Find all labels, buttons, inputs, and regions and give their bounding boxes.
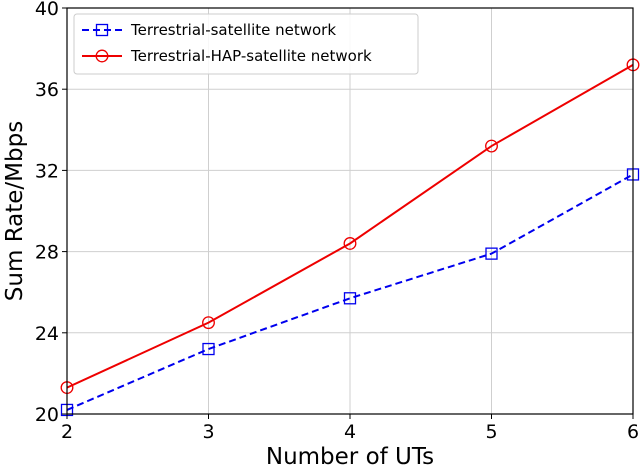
terrestrial-hap-satellite-point	[343, 237, 357, 250]
axis-ticks: 2 3 4 5 6 20 24 28 32 36 40	[35, 0, 639, 443]
terrestrial-satellite-point	[202, 342, 215, 356]
y-axis-title: Sum Rate/Mbps	[2, 121, 28, 301]
x-tick-label: 3	[202, 421, 214, 443]
legend: Terrestrial-satellite network Terrestrial…	[73, 13, 419, 75]
y-tick-label: 24	[35, 323, 59, 345]
legend-terrestrial-hap-satellite-marker	[95, 49, 109, 63]
y-tick-label: 20	[35, 404, 59, 426]
terrestrial-hap-satellite-point	[485, 139, 498, 153]
x-tick-label: 4	[344, 421, 356, 443]
legend-terrestrial-satellite-marker	[95, 23, 109, 37]
x-tick-label: 2	[61, 421, 73, 443]
terrestrial-hap-satellite-point	[202, 316, 215, 330]
legend-box	[73, 13, 419, 75]
x-tick-label: 5	[485, 421, 497, 443]
legend-terrestrial-hap-satellite-label: Terrestrial-HAP-satellite network	[130, 47, 372, 65]
terrestrial-satellite-point	[343, 292, 357, 305]
terrestrial-hap-satellite-line	[66, 63, 634, 389]
terrestrial-satellite-line	[66, 173, 634, 411]
x-tick-label: 6	[627, 421, 639, 443]
x-axis-title: Number of UTs	[266, 444, 434, 469]
y-tick-label: 40	[35, 0, 59, 20]
y-tick-label: 28	[35, 242, 59, 264]
y-tick-label: 32	[35, 160, 59, 182]
terrestrial-satellite-point	[485, 247, 498, 260]
y-tick-label: 36	[35, 79, 59, 101]
legend-terrestrial-satellite-label: Terrestrial-satellite network	[130, 21, 336, 39]
